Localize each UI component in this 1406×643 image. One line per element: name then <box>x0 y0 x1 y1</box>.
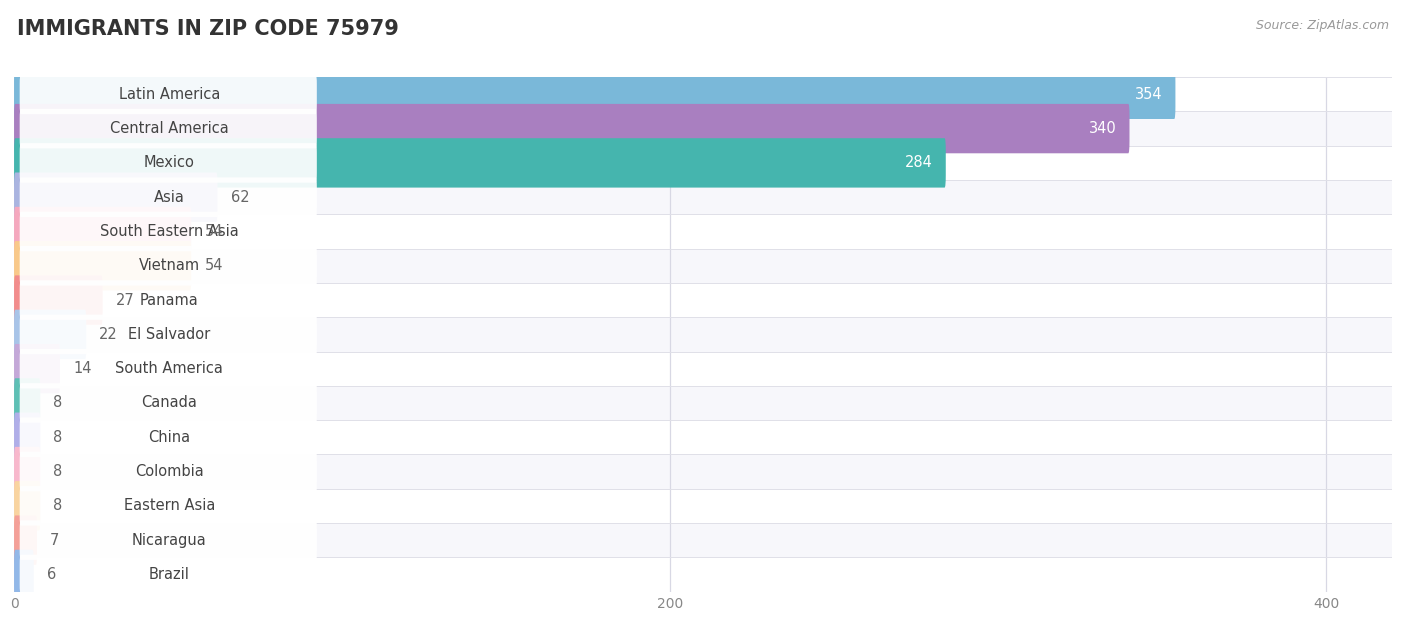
FancyBboxPatch shape <box>20 109 316 149</box>
Text: Vietnam: Vietnam <box>139 258 200 273</box>
FancyBboxPatch shape <box>20 417 316 457</box>
FancyBboxPatch shape <box>14 275 103 325</box>
FancyBboxPatch shape <box>14 352 1392 386</box>
Text: Canada: Canada <box>141 395 197 410</box>
Text: 8: 8 <box>53 430 63 445</box>
FancyBboxPatch shape <box>14 77 1392 111</box>
Text: 8: 8 <box>53 395 63 410</box>
FancyBboxPatch shape <box>14 241 191 291</box>
FancyBboxPatch shape <box>14 523 1392 557</box>
FancyBboxPatch shape <box>14 378 41 428</box>
Text: 8: 8 <box>53 498 63 513</box>
Text: Central America: Central America <box>110 121 229 136</box>
FancyBboxPatch shape <box>14 214 1392 249</box>
Text: 22: 22 <box>100 327 118 342</box>
Text: Source: ZipAtlas.com: Source: ZipAtlas.com <box>1256 19 1389 32</box>
Text: 54: 54 <box>204 224 222 239</box>
Text: 7: 7 <box>51 532 59 548</box>
Text: IMMIGRANTS IN ZIP CODE 75979: IMMIGRANTS IN ZIP CODE 75979 <box>17 19 399 39</box>
FancyBboxPatch shape <box>14 455 1392 489</box>
FancyBboxPatch shape <box>20 314 316 354</box>
Text: 54: 54 <box>204 258 222 273</box>
FancyBboxPatch shape <box>14 249 1392 283</box>
Text: 284: 284 <box>905 156 932 170</box>
Text: Latin America: Latin America <box>118 87 219 102</box>
FancyBboxPatch shape <box>14 207 191 256</box>
Text: 6: 6 <box>46 567 56 582</box>
FancyBboxPatch shape <box>14 420 1392 455</box>
Text: Mexico: Mexico <box>143 156 194 170</box>
FancyBboxPatch shape <box>14 344 60 394</box>
FancyBboxPatch shape <box>14 146 1392 180</box>
FancyBboxPatch shape <box>20 452 316 491</box>
Text: El Salvador: El Salvador <box>128 327 211 342</box>
FancyBboxPatch shape <box>20 75 316 114</box>
FancyBboxPatch shape <box>14 104 1129 153</box>
Text: 354: 354 <box>1135 87 1163 102</box>
Text: 62: 62 <box>231 190 249 204</box>
Text: Panama: Panama <box>139 293 198 307</box>
FancyBboxPatch shape <box>14 138 946 188</box>
FancyBboxPatch shape <box>14 172 218 222</box>
FancyBboxPatch shape <box>14 310 86 359</box>
Text: South Eastern Asia: South Eastern Asia <box>100 224 239 239</box>
FancyBboxPatch shape <box>14 481 41 530</box>
Text: 27: 27 <box>115 293 135 307</box>
FancyBboxPatch shape <box>20 177 316 217</box>
FancyBboxPatch shape <box>20 520 316 560</box>
Text: Brazil: Brazil <box>149 567 190 582</box>
FancyBboxPatch shape <box>14 111 1392 146</box>
FancyBboxPatch shape <box>20 246 316 285</box>
FancyBboxPatch shape <box>20 212 316 251</box>
Text: China: China <box>148 430 190 445</box>
Text: Nicaragua: Nicaragua <box>132 532 207 548</box>
FancyBboxPatch shape <box>14 447 41 496</box>
FancyBboxPatch shape <box>14 69 1175 119</box>
Text: 14: 14 <box>73 361 91 376</box>
FancyBboxPatch shape <box>20 280 316 320</box>
FancyBboxPatch shape <box>14 489 1392 523</box>
FancyBboxPatch shape <box>14 283 1392 317</box>
FancyBboxPatch shape <box>14 516 37 565</box>
Text: South America: South America <box>115 361 224 376</box>
FancyBboxPatch shape <box>14 557 1392 592</box>
FancyBboxPatch shape <box>20 143 316 183</box>
FancyBboxPatch shape <box>14 550 34 599</box>
FancyBboxPatch shape <box>20 349 316 388</box>
Text: 340: 340 <box>1088 121 1116 136</box>
Text: Colombia: Colombia <box>135 464 204 479</box>
FancyBboxPatch shape <box>14 317 1392 352</box>
FancyBboxPatch shape <box>14 413 41 462</box>
FancyBboxPatch shape <box>20 555 316 594</box>
FancyBboxPatch shape <box>20 383 316 422</box>
FancyBboxPatch shape <box>20 486 316 525</box>
FancyBboxPatch shape <box>14 386 1392 420</box>
Text: Asia: Asia <box>153 190 184 204</box>
Text: 8: 8 <box>53 464 63 479</box>
FancyBboxPatch shape <box>14 180 1392 214</box>
Text: Eastern Asia: Eastern Asia <box>124 498 215 513</box>
